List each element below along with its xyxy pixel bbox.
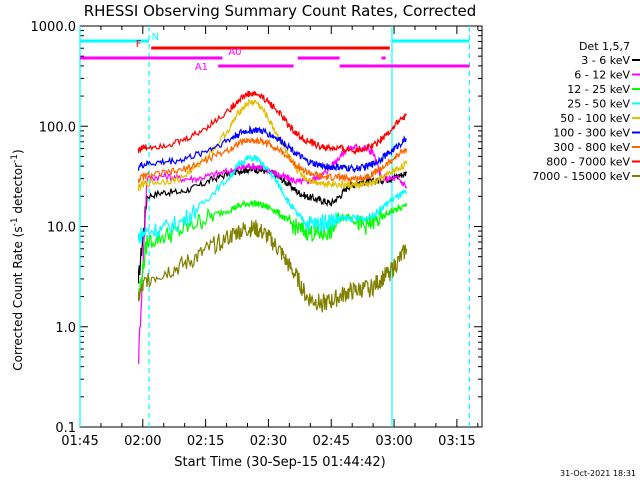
x-tick-label: 02:15 [187, 434, 224, 449]
state-label-a1: A1 [195, 62, 208, 73]
legend-title: Det 1,5,7 [579, 40, 630, 53]
y-tick-label: 100.0 [39, 120, 76, 135]
x-tick-label: 03:00 [375, 434, 412, 449]
state-label-n: N [152, 32, 159, 43]
y-axis-label-main: Corrected Count Rate (s [11, 226, 25, 370]
legend-entry-7: 800 - 7000 keV [546, 156, 630, 169]
y-tick-label: 10.0 [47, 221, 76, 236]
y-axis-label-sup2: -1 [10, 154, 20, 163]
chart-title: RHESSI Observing Summary Count Rates, Co… [84, 2, 477, 20]
state-label-a0: A0 [228, 47, 241, 58]
timestamp: 31-Oct-2021 18:31 [560, 469, 636, 478]
x-axis-label: Start Time (30-Sep-15 01:44:42) [174, 455, 385, 470]
legend-entry-0: 3 - 6 keV [581, 54, 630, 67]
y-tick-label: 1000.0 [31, 20, 77, 35]
x-tick-label: 02:45 [313, 434, 350, 449]
x-tick-label: 02:00 [124, 434, 161, 449]
legend-entry-4: 50 - 100 keV [560, 112, 630, 125]
series-line-7 [138, 90, 408, 156]
series-line-8 [138, 219, 408, 313]
series-line-1 [138, 143, 408, 364]
legend-entry-2: 12 - 25 keV [567, 83, 630, 96]
y-tick-label: 0.1 [55, 421, 76, 436]
series-line-5 [138, 124, 407, 174]
state-label-f: F [136, 39, 142, 50]
series-line-6 [138, 136, 408, 184]
y-axis-label: Corrected Count Rate (s-1 detector-1) [10, 149, 25, 370]
legend-entry-1: 6 - 12 keV [574, 69, 630, 82]
x-tick-label: 03:15 [438, 434, 475, 449]
y-axis-label-mid: detector [11, 163, 25, 218]
plot-area: 0.1 1.0 10.0 100.0 1000.0 01:45 02:00 02:15 02:3… [31, 20, 483, 449]
x-tick-label: 01:45 [61, 434, 98, 449]
legend-entry-8: 7000 - 15000 keV [532, 170, 630, 183]
y-tick-label: 1.0 [55, 321, 76, 336]
series-line-2 [138, 199, 408, 302]
y-axis-label-end: ) [11, 149, 25, 154]
legend-entry-5: 100 - 300 keV [553, 127, 630, 140]
legend-entry-6: 300 - 800 keV [553, 141, 630, 154]
series-line-0 [138, 164, 408, 284]
legend-entry-3: 25 - 50 keV [567, 98, 630, 111]
series-line-3 [138, 154, 408, 244]
y-axis-label-sup1: -1 [10, 217, 20, 226]
x-tick-label: 02:30 [250, 434, 287, 449]
